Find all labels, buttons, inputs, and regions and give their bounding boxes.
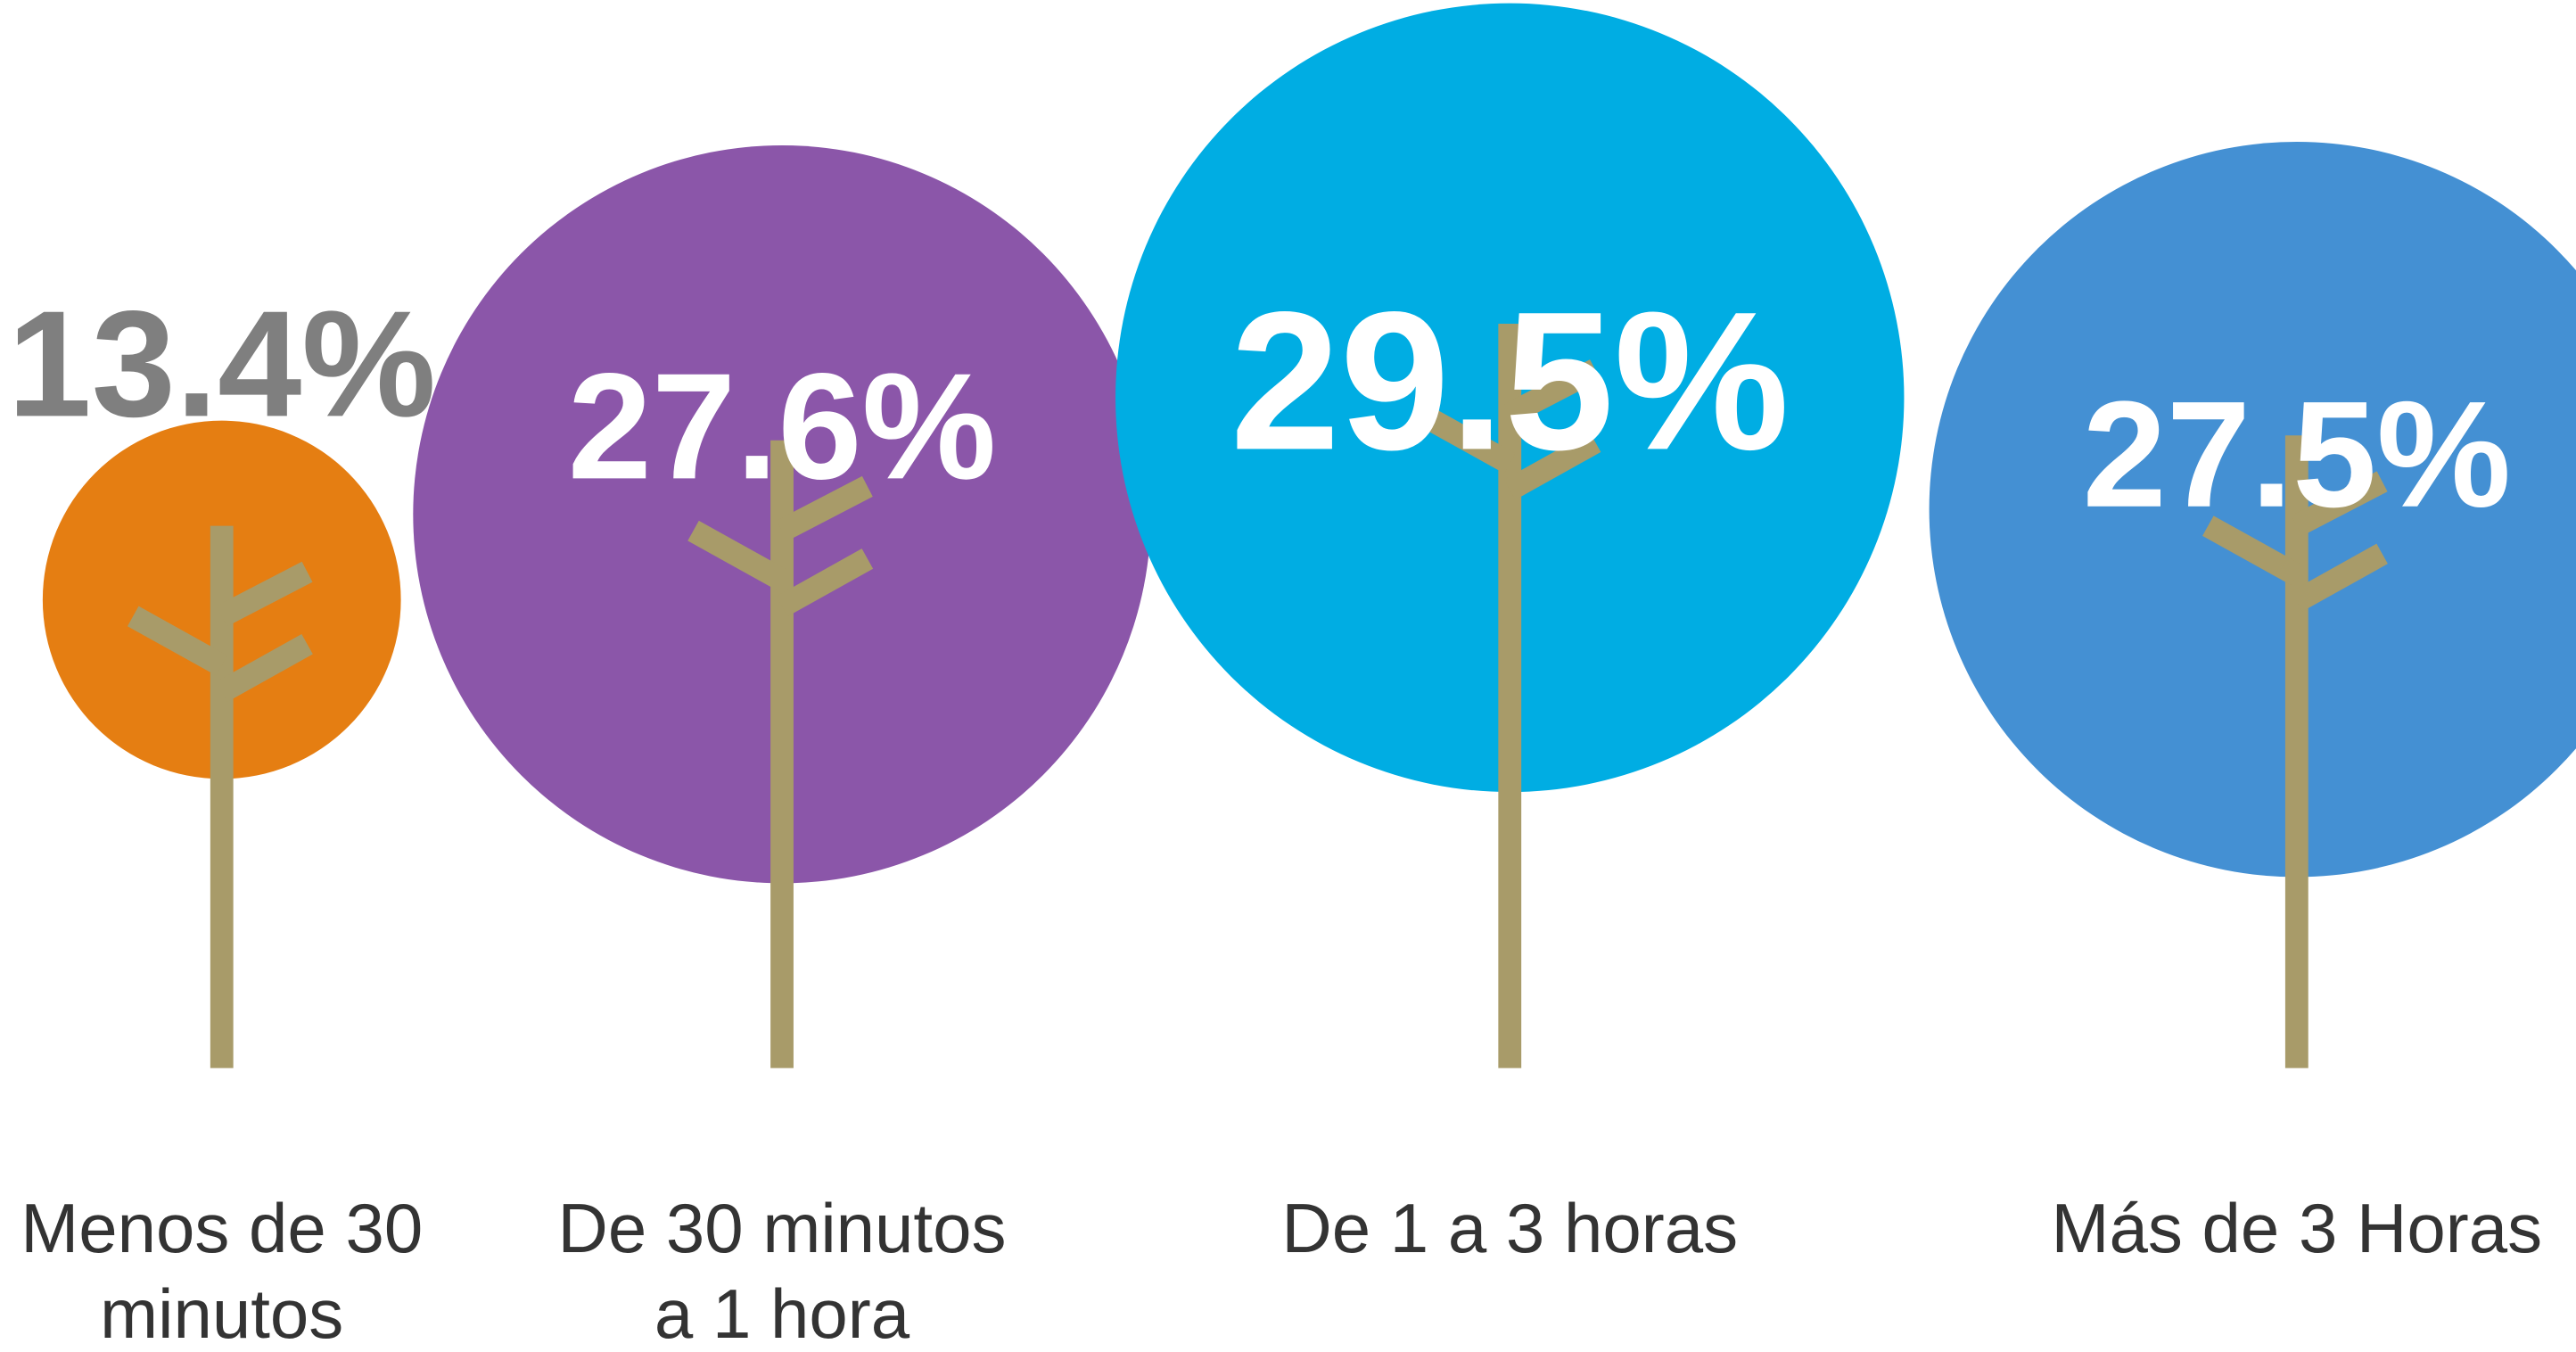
tree-branch (2202, 515, 2303, 586)
category-label: De 30 minutos (558, 1189, 1007, 1267)
value-label: 27.6% (568, 342, 997, 510)
category-label: De 1 a 3 horas (1281, 1189, 1738, 1267)
tree-branch (2291, 471, 2388, 537)
tree-branch (776, 548, 874, 617)
tree-branch (687, 520, 788, 590)
value-label: 13.4% (7, 279, 436, 448)
tree-branch (777, 475, 873, 541)
tree-branch (216, 561, 313, 627)
value-label: 29.5% (1230, 270, 1790, 491)
tree-crown (1929, 142, 2576, 878)
category-label: Más de 3 Horas (2052, 1189, 2543, 1267)
tree-branch (1415, 404, 1516, 474)
tree-branch (127, 606, 228, 676)
tree-branch (1504, 359, 1601, 425)
category-label: a 1 hora (654, 1274, 910, 1352)
tree-branch (2291, 543, 2388, 612)
category-label: minutos (100, 1274, 343, 1352)
tree-branch (1503, 432, 1601, 500)
tree-branch (216, 633, 313, 702)
category-label: Menos de 30 (21, 1189, 423, 1267)
value-label: 27.5% (2083, 370, 2512, 539)
